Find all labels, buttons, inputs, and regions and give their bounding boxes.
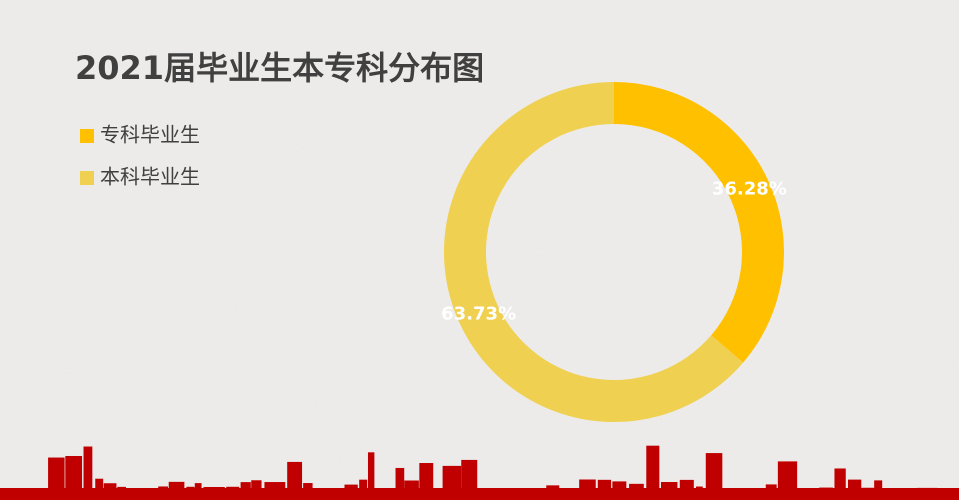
- legend-label: 本科毕业生: [100, 165, 200, 189]
- legend-swatch: [80, 129, 94, 143]
- data-label: 36.28%: [712, 179, 787, 200]
- data-label: 63.73%: [441, 303, 516, 324]
- ground: [0, 488, 959, 500]
- legend-label: 专科毕业生: [100, 123, 200, 147]
- legend-swatch: [80, 171, 94, 185]
- slide: 2021届毕业生本专科分布图 36.28% 63.73% 专科毕业生本科毕业生: [0, 0, 959, 500]
- chart-title: 2021届毕业生本专科分布图: [75, 49, 484, 87]
